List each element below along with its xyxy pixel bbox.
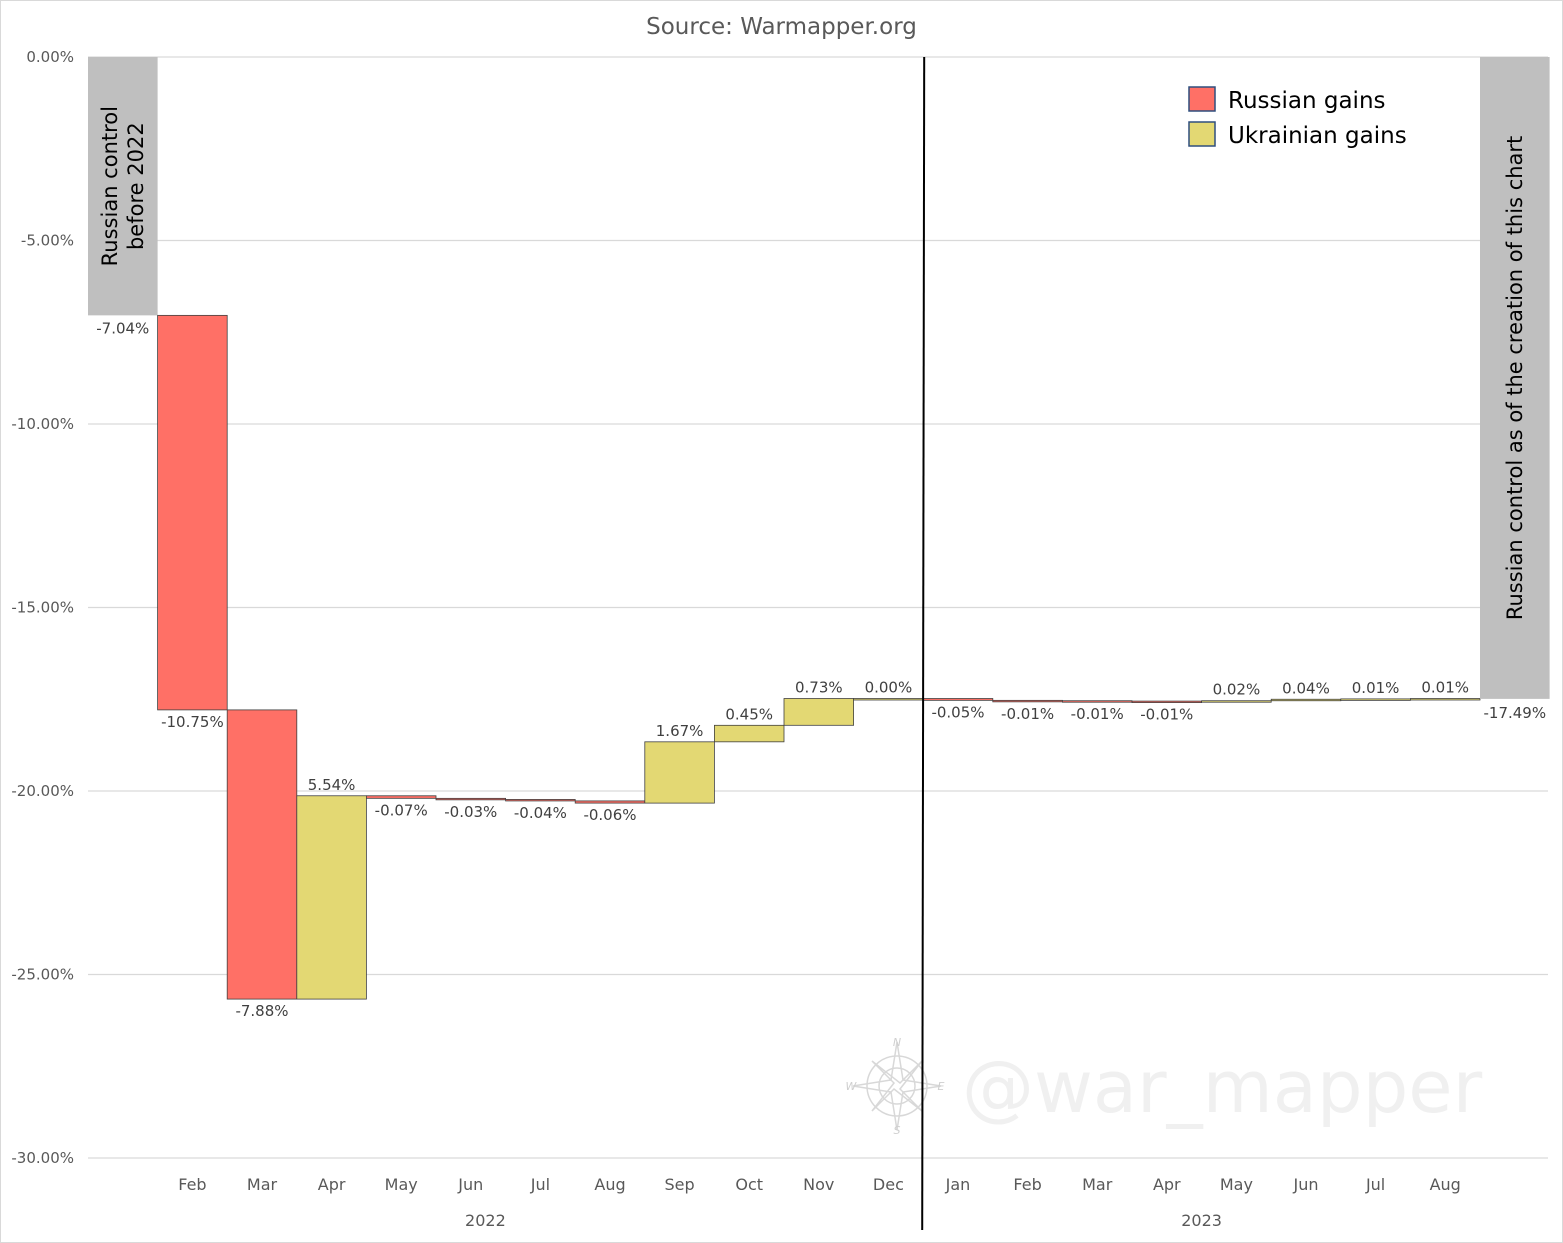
waterfall-bar xyxy=(1340,698,1411,701)
x-tick-label: Feb xyxy=(178,1175,206,1194)
compass-watermark-icon xyxy=(852,1041,942,1131)
waterfall-bar xyxy=(922,698,994,701)
start-total-bar xyxy=(88,57,158,316)
x-tick-label: Mar xyxy=(247,1175,278,1194)
x-tick-label: May xyxy=(385,1175,418,1194)
x-tick-label: Jun xyxy=(457,1175,483,1194)
waterfall-bar xyxy=(644,741,715,804)
y-tick-label: -5.00% xyxy=(21,232,74,250)
compass-letter-e: E xyxy=(938,1080,945,1093)
data-label: -17.49% xyxy=(1483,704,1546,722)
x-tick-label: Apr xyxy=(318,1175,346,1194)
data-label: -0.01% xyxy=(1140,706,1193,724)
waterfall-bar xyxy=(783,698,854,726)
waterfall-bar xyxy=(365,795,437,799)
x-tick-label: Jul xyxy=(530,1175,550,1194)
y-tick-label: 0.00% xyxy=(26,48,74,66)
waterfall-bar xyxy=(992,699,1063,703)
year-group-label: 2023 xyxy=(1181,1211,1222,1230)
data-label: -10.75% xyxy=(161,713,224,731)
y-tick-label: -20.00% xyxy=(11,782,74,800)
data-label: 0.45% xyxy=(725,705,773,723)
waterfall-bar xyxy=(1410,698,1481,701)
x-tick-label: Aug xyxy=(1430,1175,1461,1194)
year-separator-line xyxy=(921,56,926,1231)
x-tick-label: Feb xyxy=(1013,1175,1041,1194)
y-tick-label: -25.00% xyxy=(11,966,74,984)
x-tick-label: Dec xyxy=(873,1175,904,1194)
data-label: 0.01% xyxy=(1352,679,1400,697)
data-label: 0.02% xyxy=(1213,681,1261,699)
data-label: -7.04% xyxy=(96,319,149,337)
data-label: -0.06% xyxy=(583,806,636,824)
start-total-label: Russian control xyxy=(98,106,122,266)
x-tick-label: Mar xyxy=(1082,1175,1113,1194)
waterfall-bar xyxy=(714,724,785,743)
data-label: 5.54% xyxy=(308,776,356,794)
compass-letter-n: N xyxy=(893,1036,901,1049)
y-tick-label: -10.00% xyxy=(11,415,74,433)
waterfall-bar xyxy=(1270,698,1342,702)
data-label: -0.01% xyxy=(1071,705,1124,723)
legend-label: Russian gains xyxy=(1228,88,1386,114)
watermark-text: @war_mapper xyxy=(962,1045,1483,1129)
x-tick-label: Aug xyxy=(594,1175,625,1194)
data-label: -0.05% xyxy=(931,703,984,721)
waterfall-bar xyxy=(1131,700,1202,703)
waterfall-bar xyxy=(157,314,228,711)
legend-swatch xyxy=(1188,121,1216,147)
end-total-bar xyxy=(1480,57,1550,699)
x-tick-label: Nov xyxy=(803,1175,834,1194)
x-tick-label: Jan xyxy=(945,1175,971,1194)
compass-letter-s: S xyxy=(894,1124,901,1137)
legend-swatch xyxy=(1188,86,1216,112)
x-tick-label: Apr xyxy=(1153,1175,1181,1194)
waterfall-bar xyxy=(574,800,646,804)
data-label: -7.88% xyxy=(235,1002,288,1020)
legend-label: Ukrainian gains xyxy=(1228,123,1407,149)
y-tick-label: -30.00% xyxy=(11,1149,74,1167)
waterfall-bar xyxy=(853,698,924,701)
y-tick-label: -15.00% xyxy=(11,599,74,617)
waterfall-bar xyxy=(505,799,576,802)
x-tick-label: Jul xyxy=(1365,1175,1385,1194)
data-label: 0.73% xyxy=(795,679,843,697)
chart-title: Source: Warmapper.org xyxy=(646,14,917,40)
data-label: 1.67% xyxy=(656,722,704,740)
x-tick-label: Sep xyxy=(665,1175,695,1194)
data-label: 0.04% xyxy=(1282,679,1330,697)
start-total-label: before 2022 xyxy=(124,122,148,250)
x-tick-label: Oct xyxy=(735,1175,763,1194)
data-label: -0.04% xyxy=(514,804,567,822)
waterfall-bar xyxy=(1062,700,1133,703)
data-label: -0.01% xyxy=(1001,705,1054,723)
x-tick-label: May xyxy=(1220,1175,1253,1194)
compass-letter-w: W xyxy=(846,1080,858,1093)
waterfall-bar xyxy=(1201,700,1272,703)
waterfall-bar xyxy=(226,709,298,1000)
year-group-label: 2022 xyxy=(465,1211,506,1230)
waterfall-bar xyxy=(435,797,506,801)
data-label: -0.03% xyxy=(444,803,497,821)
data-label: 0.00% xyxy=(865,679,913,697)
data-label: 0.01% xyxy=(1421,679,1469,697)
end-total-label: Russian control as of the creation of th… xyxy=(1503,136,1527,620)
data-label: -0.07% xyxy=(375,801,428,819)
waterfall-bar xyxy=(296,795,367,1000)
x-tick-label: Jun xyxy=(1293,1175,1319,1194)
